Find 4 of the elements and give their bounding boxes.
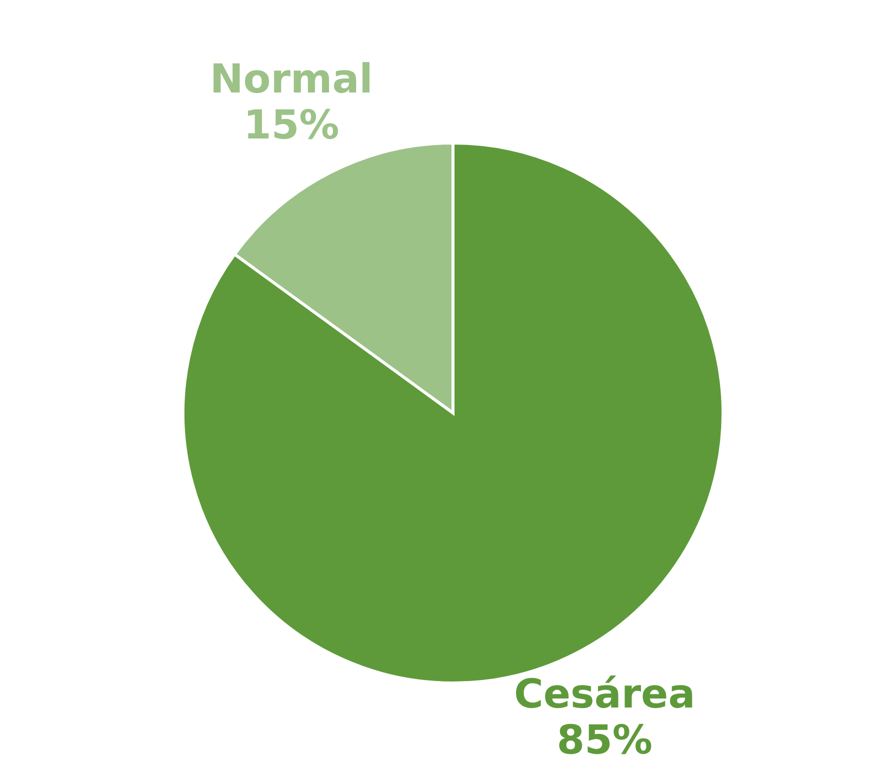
data-label: 15% (244, 102, 340, 149)
slice-label: Cesárea (514, 671, 696, 718)
data-label: 85% (556, 717, 652, 764)
slice-label: Normal (210, 56, 373, 103)
